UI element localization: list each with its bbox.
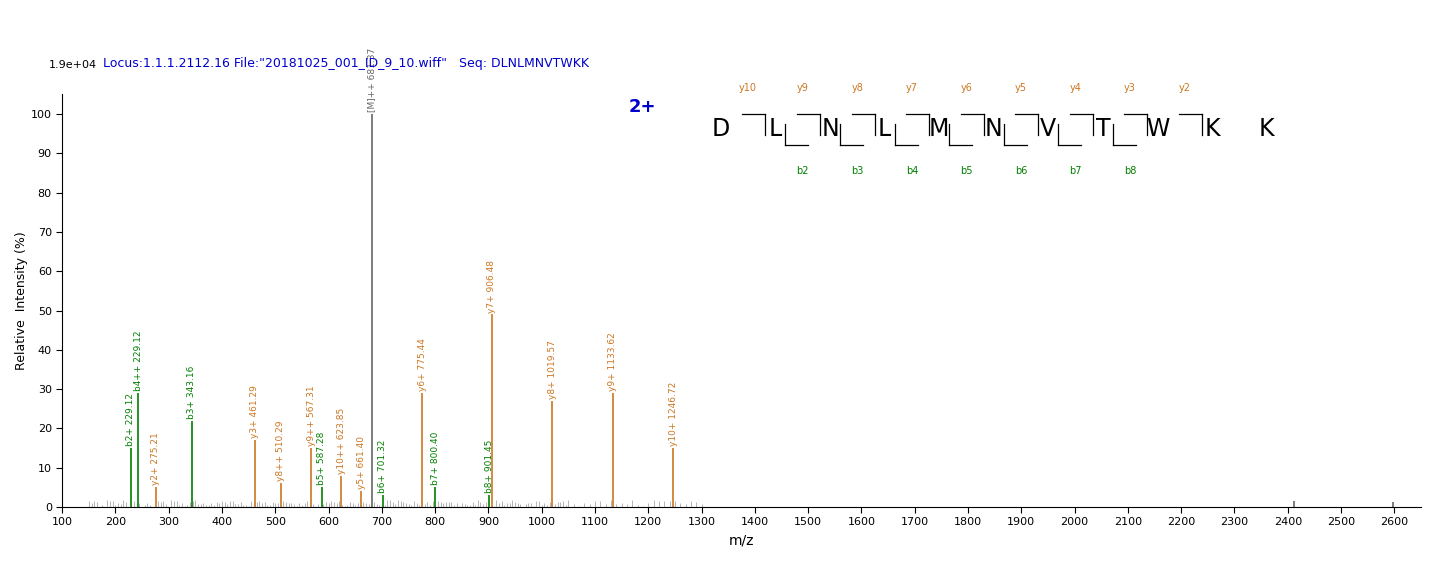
Text: 1.9e+04: 1.9e+04 — [49, 60, 96, 70]
Text: W: W — [1146, 117, 1169, 141]
Text: y2: y2 — [1179, 83, 1190, 93]
Text: N: N — [821, 117, 839, 141]
Text: y8: y8 — [852, 83, 863, 93]
Text: b5+ 587.28: b5+ 587.28 — [317, 432, 326, 486]
Text: L: L — [768, 117, 783, 141]
Text: y6+ 775.44: y6+ 775.44 — [418, 338, 426, 391]
Text: y6: y6 — [961, 83, 972, 93]
Text: y3: y3 — [1124, 83, 1136, 93]
Text: y9+ 1133.62: y9+ 1133.62 — [609, 332, 617, 391]
Y-axis label: Relative  Intensity (%): Relative Intensity (%) — [14, 232, 27, 370]
Text: b3: b3 — [852, 166, 863, 176]
Text: b8: b8 — [1124, 166, 1136, 176]
Text: [M]++ 681.37: [M]++ 681.37 — [368, 48, 376, 112]
Text: y10++ 623.85: y10++ 623.85 — [337, 407, 346, 474]
Text: y8++ 510.29: y8++ 510.29 — [276, 421, 286, 482]
Text: 2+: 2+ — [628, 98, 656, 116]
Text: y8+ 1019.57: y8+ 1019.57 — [547, 340, 557, 399]
Text: y5+ 661.40: y5+ 661.40 — [356, 436, 366, 490]
Text: K: K — [1205, 117, 1219, 141]
Text: b5: b5 — [961, 166, 972, 176]
Text: b2+ 229.12: b2+ 229.12 — [126, 393, 135, 446]
Text: y7: y7 — [906, 83, 918, 93]
Text: y10: y10 — [740, 83, 757, 93]
Text: K: K — [1259, 117, 1274, 141]
Text: M: M — [929, 117, 949, 141]
Text: b8+ 901.45: b8+ 901.45 — [485, 440, 494, 493]
Text: y3+ 461.29: y3+ 461.29 — [250, 386, 260, 438]
Text: y10+ 1246.72: y10+ 1246.72 — [669, 382, 678, 446]
Text: b3+ 343.16: b3+ 343.16 — [187, 365, 197, 419]
Text: b4++ 229.12: b4++ 229.12 — [134, 330, 144, 391]
Text: Locus:1.1.1.2112.16 File:"20181025_001_ID_9_10.wiff"   Seq: DLNLMNVTWKK: Locus:1.1.1.2112.16 File:"20181025_001_I… — [103, 57, 589, 70]
Text: L: L — [877, 117, 892, 141]
X-axis label: m/z: m/z — [729, 533, 754, 547]
Text: y4: y4 — [1070, 83, 1081, 93]
Text: T: T — [1096, 117, 1110, 141]
Text: y7+ 906.48: y7+ 906.48 — [487, 260, 497, 312]
Text: y2+ 275.21: y2+ 275.21 — [151, 433, 159, 486]
Text: b6+ 701.32: b6+ 701.32 — [378, 440, 388, 493]
Text: y5: y5 — [1015, 83, 1027, 93]
Text: D: D — [712, 117, 729, 141]
Text: b2: b2 — [797, 166, 808, 176]
Text: y9++ 567.31: y9++ 567.31 — [307, 386, 316, 446]
Text: b7+ 800.40: b7+ 800.40 — [431, 432, 439, 486]
Text: y9: y9 — [797, 83, 808, 93]
Text: N: N — [985, 117, 1002, 141]
Text: b6: b6 — [1015, 166, 1027, 176]
Text: b7: b7 — [1070, 166, 1081, 176]
Text: b4: b4 — [906, 166, 918, 176]
Text: V: V — [1040, 117, 1057, 141]
